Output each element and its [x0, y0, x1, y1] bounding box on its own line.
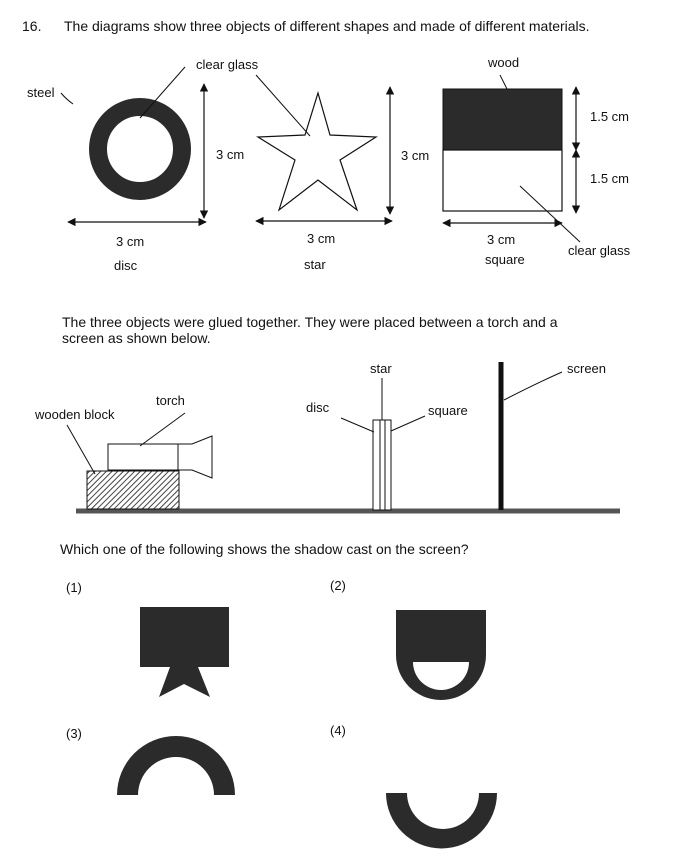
torch-body	[107, 443, 179, 471]
glued-objects	[372, 419, 392, 511]
clear-glass-leader-star	[255, 74, 311, 137]
option-2-label: (2)	[330, 578, 346, 593]
disc-name: disc	[114, 258, 138, 273]
steel-label: steel	[27, 85, 55, 100]
steel-leader	[60, 92, 74, 105]
star-setup-label: star	[370, 361, 392, 376]
wood-label: wood	[488, 55, 520, 70]
square-object	[442, 74, 581, 243]
square-setup-leader	[390, 415, 426, 432]
star-object	[255, 74, 395, 226]
star-outline	[256, 90, 378, 212]
wood-leader	[499, 74, 508, 90]
option-3-shape	[117, 736, 235, 795]
square-setup-label: square	[428, 403, 468, 418]
option-3-label: (3)	[66, 726, 82, 741]
clear-glass-label-disc: clear glass	[196, 57, 259, 72]
option-4-shadow	[386, 793, 497, 849]
torch-head	[177, 435, 213, 479]
star-name: star	[304, 257, 326, 272]
clear-glass-leader-disc	[139, 66, 186, 119]
clear-glass-leader-square	[519, 185, 581, 243]
square-width-label: 3 cm	[487, 232, 516, 247]
setup-text-line1: The three objects were glued together. T…	[62, 314, 558, 330]
wooden-block	[86, 470, 180, 510]
star-height-label: 3 cm	[401, 148, 430, 163]
clear-glass-label-square: clear glass	[568, 243, 631, 258]
setup-text-line2: screen as shown below.	[62, 330, 211, 346]
question-number: 16.	[22, 18, 42, 34]
torch-label: torch	[156, 393, 185, 408]
option-1-shape	[140, 607, 229, 697]
question-intro: The diagrams show three objects of diffe…	[64, 18, 590, 34]
disc-height-label: 3 cm	[216, 147, 245, 162]
screen-leader	[503, 371, 563, 401]
wood-half	[442, 88, 563, 151]
option-1-label: (1)	[66, 580, 82, 595]
star-width-label: 3 cm	[307, 231, 336, 246]
square-top-height-label: 1.5 cm	[590, 109, 630, 124]
option-4-shape	[386, 793, 497, 849]
steel-ring	[89, 98, 191, 200]
glass-half	[442, 149, 563, 212]
setup-diagram	[66, 362, 620, 514]
square-bottom-height-label: 1.5 cm	[590, 171, 630, 186]
option-2-shape	[396, 610, 486, 700]
wooden-block-label: wooden block	[35, 407, 115, 422]
screen-label: screen	[567, 361, 607, 376]
torch-leader	[139, 412, 186, 447]
disc-setup-leader	[340, 417, 375, 433]
option-3-shadow	[117, 736, 235, 795]
disc-object	[60, 66, 209, 227]
disc-setup-label: disc	[306, 400, 330, 415]
wooden-block-leader	[66, 424, 96, 475]
disc-width-label: 3 cm	[116, 234, 145, 249]
option-2-shadow	[396, 610, 486, 700]
option-4-label: (4)	[330, 723, 346, 738]
question-prompt: Which one of the following shows the sha…	[60, 541, 469, 557]
square-name: square	[485, 252, 525, 267]
option-1-shadow	[140, 607, 229, 697]
